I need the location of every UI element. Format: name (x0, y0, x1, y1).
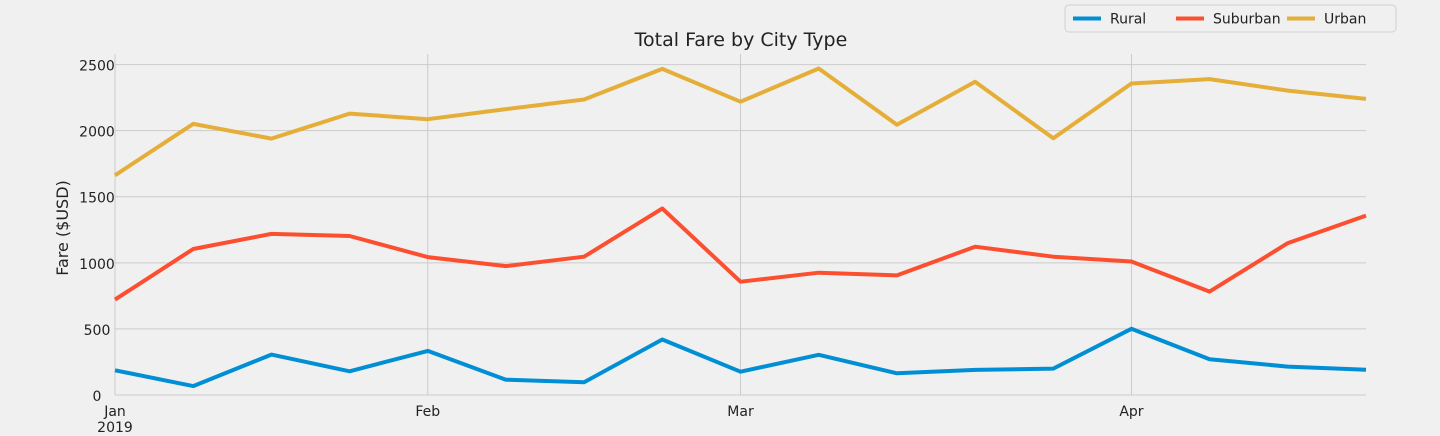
series-line-suburban (113, 206, 1367, 302)
series-line-urban (113, 66, 1367, 177)
x-tick-label: Apr (1119, 404, 1143, 420)
x-tick-label: Jan (103, 404, 126, 420)
y-tick-label: 1500 (79, 191, 115, 207)
legend-label-suburban: Suburban (1213, 12, 1281, 28)
legend-label-rural: Rural (1110, 12, 1146, 28)
legend: Rural Suburban Urban (1064, 4, 1397, 33)
y-tick-label: 500 (84, 323, 111, 339)
series-layer (113, 66, 1367, 389)
x-tick-sublabel: 2019 (97, 420, 133, 432)
y-tick-label: 2500 (79, 59, 115, 75)
x-tick-label: Mar (727, 404, 754, 420)
chart-title: Total Fare by City Type (634, 29, 848, 51)
legend-box (1064, 4, 1397, 33)
grid-layer (114, 54, 1366, 396)
x-tick-label: Feb (415, 404, 440, 420)
y-tick-label: 0 (93, 389, 102, 405)
y-tick-label: 2000 (79, 125, 115, 141)
y-tick-label: 1000 (79, 257, 115, 273)
series-line-rural (114, 326, 1367, 389)
legend-label-urban: Urban (1324, 12, 1366, 28)
y-axis-label: Fare ($USD) (53, 180, 72, 276)
